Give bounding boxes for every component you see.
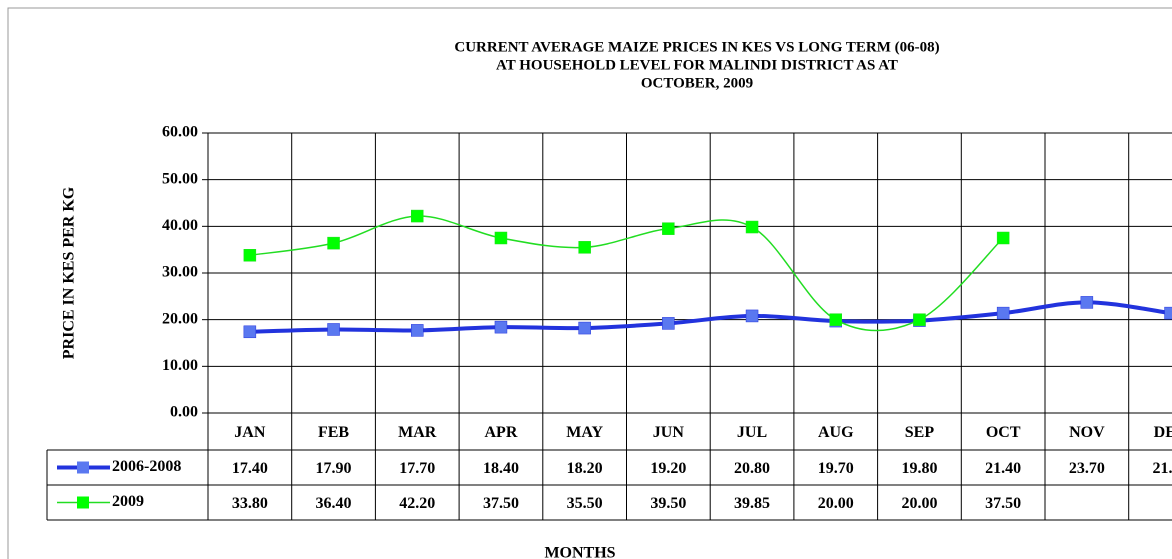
y-tick-label: 40.00 [162, 217, 198, 234]
x-tick-label: MAR [398, 424, 437, 441]
data-label: 21.40 [985, 460, 1021, 477]
marker [745, 220, 759, 234]
y-tick-label: 50.00 [162, 170, 198, 187]
legend-label: 2006-2008 [112, 458, 181, 475]
data-label: 17.70 [399, 460, 435, 477]
x-tick-label: APR [485, 424, 518, 441]
marker [411, 209, 424, 223]
x-tick-label: MAY [566, 424, 603, 441]
legend-marker [77, 496, 89, 509]
data-label: 19.80 [901, 460, 937, 477]
x-tick-label: NOV [1069, 424, 1105, 441]
x-tick-label: SEP [905, 424, 935, 441]
marker [662, 317, 675, 330]
x-tick-label: JUN [653, 424, 685, 441]
x-tick-label: OCT [986, 424, 1021, 441]
marker [243, 249, 257, 262]
marker [494, 231, 508, 245]
marker [327, 323, 340, 336]
marker [745, 309, 759, 323]
y-axis-label: PRICE IN KES PER KG [61, 186, 78, 359]
marker [578, 241, 591, 254]
legend-marker [77, 461, 89, 474]
marker [494, 320, 508, 334]
x-axis-label: MONTHS [544, 545, 615, 559]
y-tick-label: 20.00 [162, 310, 198, 327]
data-label: 20.80 [734, 460, 770, 477]
marker [243, 325, 257, 339]
data-label: 18.20 [567, 460, 603, 477]
y-tick-label: 10.00 [162, 357, 198, 374]
marker [996, 231, 1010, 245]
data-label: 36.40 [316, 495, 352, 512]
data-label: 20.00 [818, 495, 854, 512]
y-tick-label: 0.00 [170, 404, 198, 421]
data-label: 18.40 [483, 460, 519, 477]
chart-frame [7, 7, 1172, 559]
series-line [249, 300, 1171, 334]
x-tick-label: JUL [737, 424, 767, 441]
data-label: 33.80 [232, 495, 268, 512]
data-label: 42.20 [399, 495, 435, 512]
y-tick-label: 30.00 [162, 264, 198, 281]
data-label: 37.50 [483, 495, 519, 512]
chart-title: CURRENT AVERAGE MAIZE PRICES IN KES VS L… [454, 39, 939, 55]
series-line [249, 215, 1004, 332]
marker [1080, 296, 1094, 309]
x-tick-label: FEB [318, 424, 349, 441]
data-label: 20.00 [901, 495, 937, 512]
data-label: 39.85 [734, 495, 770, 512]
marker [829, 313, 842, 326]
data-label: 19.70 [818, 460, 854, 477]
chart-title: OCTOBER, 2009 [641, 75, 753, 91]
marker [1164, 306, 1172, 320]
data-label: 17.90 [316, 460, 352, 477]
marker [996, 306, 1010, 320]
marker [578, 321, 591, 335]
data-label: 17.40 [232, 460, 268, 477]
data-label: 39.50 [650, 495, 686, 512]
x-tick-label: AUG [818, 424, 854, 441]
marker [327, 236, 340, 250]
data-label: 21.40 [1153, 460, 1172, 477]
marker [411, 324, 424, 337]
data-label: 19.20 [650, 460, 686, 477]
x-tick-label: DEC [1154, 424, 1172, 441]
marker [662, 222, 675, 235]
y-tick-label: 60.00 [162, 124, 198, 141]
data-label: 37.50 [985, 495, 1021, 512]
chart-title: AT HOUSEHOLD LEVEL FOR MALINDI DISTRICT … [496, 57, 898, 73]
legend-label: 2009 [112, 493, 144, 510]
marker [913, 313, 926, 326]
data-label: 35.50 [567, 495, 603, 512]
x-tick-label: JAN [234, 424, 266, 441]
data-label: 23.70 [1069, 460, 1105, 477]
